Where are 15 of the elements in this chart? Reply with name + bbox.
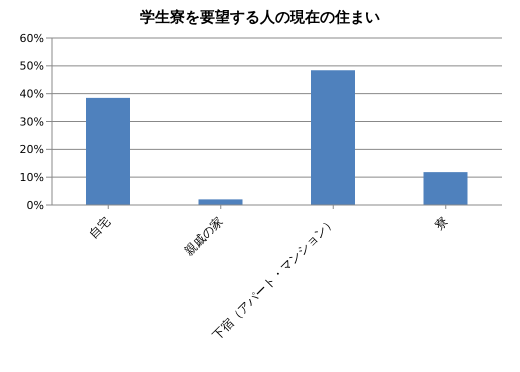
y-tick-label: 50% (20, 60, 44, 73)
y-tick-label: 0% (26, 198, 44, 212)
bar (311, 70, 355, 205)
y-tick-label: 40% (20, 88, 44, 101)
y-tick-label: 30% (20, 115, 44, 128)
x-tick-label: 親戚の家 (182, 214, 226, 258)
bar (86, 98, 130, 205)
bar (424, 172, 468, 205)
y-tick-label: 20% (20, 143, 44, 156)
bar (198, 199, 242, 205)
x-tick-label: 寮 (432, 214, 451, 232)
x-tick-label: 自宅 (86, 214, 114, 241)
y-tick-label: 60% (20, 32, 44, 45)
y-tick-label: 10% (20, 171, 44, 184)
chart-title: 学生寮を要望する人の現在の住まい (139, 8, 381, 28)
